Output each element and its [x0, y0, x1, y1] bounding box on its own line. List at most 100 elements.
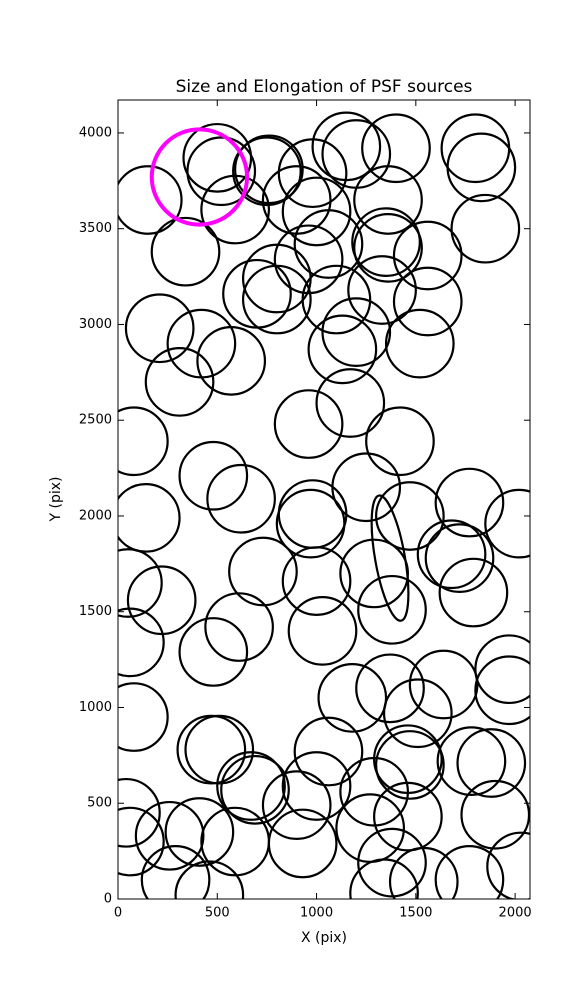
psf-source — [134, 800, 205, 871]
psf-source — [438, 557, 509, 628]
x-tick-label: 2000 — [499, 906, 532, 921]
psf-source — [293, 209, 364, 279]
psf-source — [232, 136, 302, 207]
psf-source — [176, 714, 247, 785]
psf-source — [222, 258, 292, 329]
psf-source — [178, 617, 249, 687]
psf-source — [281, 176, 352, 247]
psf-source — [353, 165, 423, 235]
psf-source — [118, 777, 161, 848]
psf-source — [186, 136, 257, 207]
chart-title: Size and Elongation of PSF sources — [176, 77, 473, 97]
psf-source — [382, 678, 453, 749]
psf-source — [178, 440, 249, 511]
psf-source — [228, 536, 298, 607]
psf-source — [317, 663, 388, 733]
psf-source — [474, 655, 530, 726]
psf-source — [440, 113, 511, 184]
psf-source — [287, 596, 358, 666]
psf-source — [301, 264, 372, 335]
psf-source — [164, 797, 235, 867]
psf-source — [293, 716, 364, 787]
y-tick-label: 2000 — [79, 508, 112, 523]
psf-source — [234, 134, 304, 205]
psf-source — [118, 682, 169, 752]
psf-source — [182, 122, 253, 193]
y-axis-label: Y (pix) — [48, 477, 64, 523]
psf-source — [206, 463, 276, 534]
psf-source — [241, 264, 312, 335]
psf-source — [267, 808, 338, 879]
psf-source — [204, 592, 274, 662]
y-tick-label: 0 — [104, 892, 112, 907]
psf-source — [184, 714, 255, 785]
psf-source — [416, 519, 487, 590]
psf-source — [355, 653, 425, 724]
x-axis-label: X (pix) — [301, 930, 347, 946]
psf-source — [281, 751, 352, 821]
psf-source — [307, 314, 378, 385]
psf-source — [434, 845, 505, 899]
psf-source — [174, 860, 245, 899]
psf-source — [357, 827, 427, 898]
psf-source — [365, 406, 435, 477]
psf-source — [384, 308, 455, 379]
psf-source — [118, 483, 181, 553]
psf-source — [361, 113, 431, 184]
plot-area — [118, 111, 530, 899]
y-tick-label: 4000 — [79, 125, 112, 140]
x-tick-label: 1500 — [399, 906, 432, 921]
psf-source — [140, 845, 211, 899]
x-tick-label: 1000 — [300, 906, 333, 921]
psf-source — [118, 406, 169, 477]
psf-source — [392, 220, 463, 291]
axes-frame — [117, 99, 531, 900]
psf-source — [351, 207, 421, 277]
psf-source — [349, 858, 419, 899]
psf-source — [149, 127, 250, 227]
psf-source — [118, 165, 183, 235]
psf-source — [144, 347, 215, 417]
psf-source — [281, 546, 352, 616]
psf-source — [118, 607, 165, 678]
psf-source — [446, 132, 517, 203]
psf-source — [436, 726, 507, 796]
y-tick-label: 2500 — [79, 413, 112, 428]
psf-source — [424, 523, 495, 593]
psf-source — [315, 368, 386, 438]
psf-source — [347, 255, 417, 325]
psf-source — [196, 325, 267, 396]
psf-source — [220, 754, 290, 825]
psf-source — [216, 751, 286, 821]
psf-source — [370, 494, 410, 622]
psf-source — [375, 481, 445, 551]
psf-source — [392, 266, 463, 337]
psf-source — [311, 111, 382, 182]
psf-source — [118, 548, 163, 618]
psf-source — [124, 293, 195, 364]
psf-source — [118, 806, 165, 877]
psf-source — [388, 846, 459, 899]
x-tick-label: 500 — [205, 906, 230, 921]
y-tick-label: 3500 — [79, 221, 112, 236]
psf-source — [241, 243, 312, 314]
psf-source — [486, 831, 530, 899]
y-tick-label: 3000 — [79, 317, 112, 332]
psf-source — [353, 212, 423, 283]
psf-source — [408, 649, 479, 720]
psf-source — [273, 389, 344, 459]
psf-source — [450, 193, 521, 264]
psf-source — [273, 224, 344, 295]
x-tick-label: 0 — [114, 906, 122, 921]
psf-source — [456, 728, 527, 798]
psf-source — [373, 781, 443, 852]
psf-source — [321, 297, 392, 367]
psf-source — [339, 756, 409, 827]
psf-source — [375, 730, 445, 800]
y-tick-label: 1000 — [79, 700, 112, 715]
y-tick-label: 500 — [87, 796, 112, 811]
psf-source — [150, 216, 221, 287]
psf-source — [357, 574, 427, 645]
psf-source — [460, 779, 530, 850]
psf-source — [434, 467, 505, 538]
